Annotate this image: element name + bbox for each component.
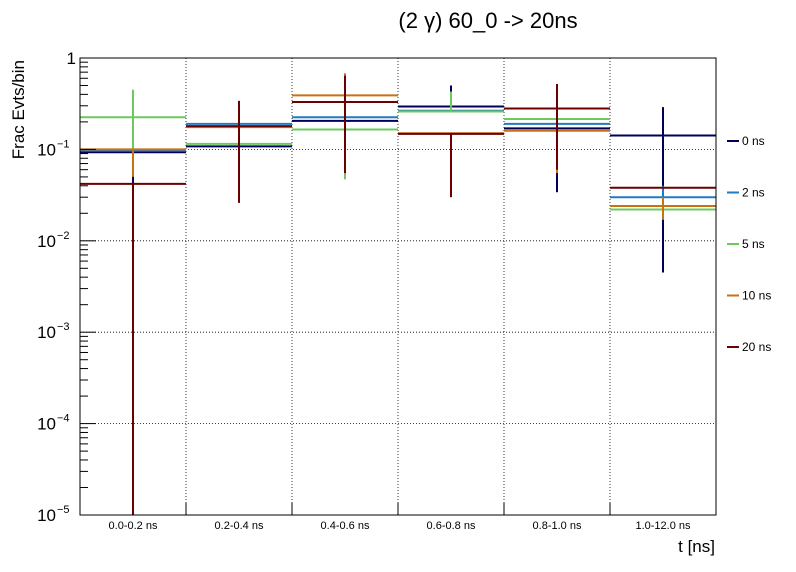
x-tick-label: 1.0-12.0 ns (635, 520, 691, 532)
x-tick-label: 0.4-0.6 ns (321, 520, 370, 532)
legend-label: 2 ns (742, 186, 765, 200)
y-tick-exponent: −1 (57, 138, 70, 150)
x-tick-label: 0.6-0.8 ns (427, 520, 476, 532)
y-tick-exponent: −2 (57, 230, 70, 242)
y-tick-exponent: −4 (57, 413, 70, 425)
legend-label: 0 ns (742, 134, 765, 148)
x-tick-label: 0.8-1.0 ns (533, 520, 582, 532)
x-tick-label: 0.2-0.4 ns (215, 520, 264, 532)
legend-label: 10 ns (742, 289, 771, 303)
y-tick-exponent: −3 (57, 321, 70, 333)
legend-label: 20 ns (742, 340, 771, 354)
legend: 0 ns 2 ns 5 ns 10 ns 20 ns (727, 134, 771, 354)
y-tick-exponent: −5 (57, 504, 70, 516)
y-tick-label: 10 (37, 506, 56, 525)
grid (80, 58, 716, 515)
y-tick-label: 10 (37, 415, 56, 434)
x-axis-title: t [ns] (678, 537, 715, 556)
legend-label: 5 ns (742, 237, 765, 251)
x-axis: 0.0-0.2 ns 0.2-0.4 ns 0.4-0.6 ns 0.6-0.8 ns… (109, 503, 691, 532)
x-tick-label: 0.0-0.2 ns (109, 520, 158, 532)
chart-title: (2 γ) 60_0 -> 20ns (398, 8, 577, 33)
y-axis: 110−110−210−310−410−5 (37, 49, 96, 525)
y-tick-label: 10 (37, 140, 56, 159)
y-tick-label: 10 (37, 232, 56, 251)
y-tick-label: 1 (67, 49, 76, 68)
y-tick-label: 10 (37, 323, 56, 342)
series-marks (80, 73, 716, 515)
y-axis-title: Frac Evts/bin (9, 60, 28, 159)
